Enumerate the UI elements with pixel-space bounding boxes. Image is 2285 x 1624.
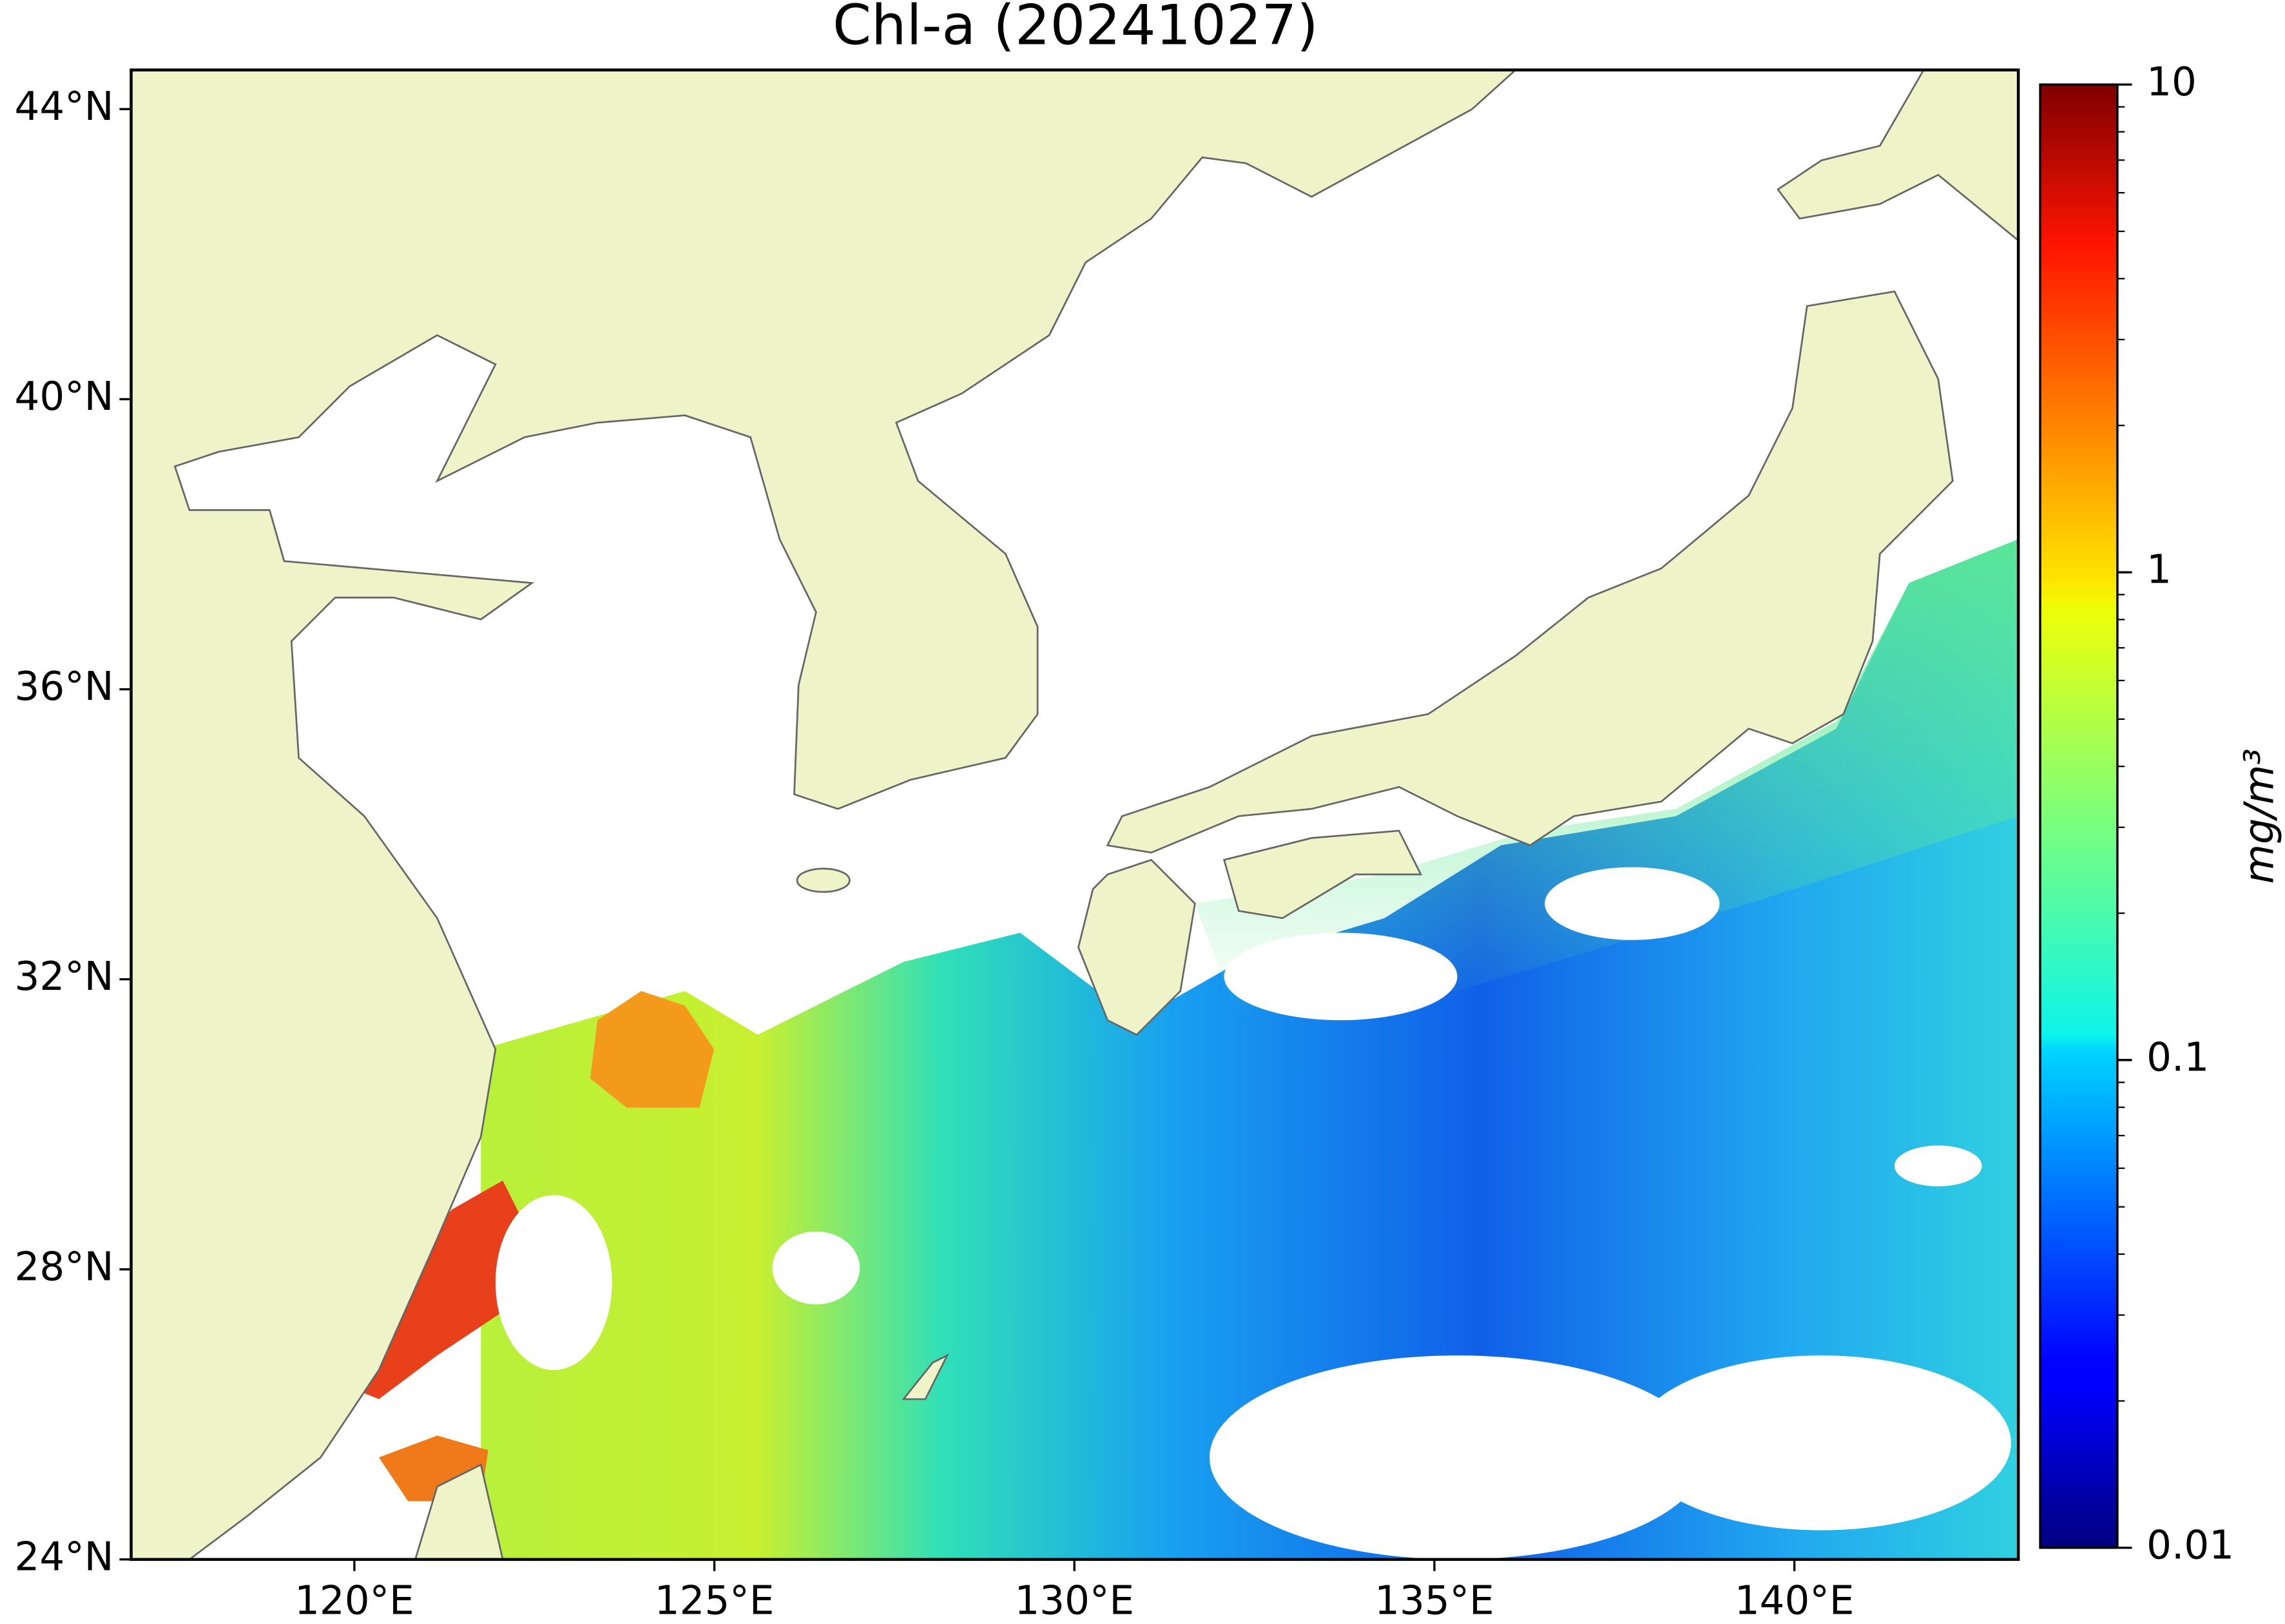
high-chl-patch — [590, 991, 715, 1108]
y-tick-label: 28°N — [15, 1244, 114, 1290]
map-area — [131, 70, 2019, 1560]
colorbar-label: mg/m³ — [2235, 748, 2282, 884]
x-tick-label: 130°E — [1014, 1578, 1134, 1623]
chlorophyll-field — [1195, 539, 2019, 1021]
jeju — [796, 867, 851, 893]
colorbar-tick-label: 0.01 — [2146, 1522, 2234, 1568]
y-tick-label: 40°N — [15, 374, 114, 420]
chlorophyll-field — [481, 539, 2019, 1560]
x-tick-label: 140°E — [1735, 1578, 1855, 1623]
kyushu — [1077, 858, 1196, 1036]
shikoku — [1222, 829, 1423, 920]
x-tick-label: 125°E — [655, 1578, 775, 1623]
colorbar — [2039, 83, 2119, 1549]
x-tick-label: 135°E — [1374, 1578, 1494, 1623]
okinawa — [901, 1353, 949, 1400]
taiwan — [414, 1463, 504, 1560]
clouds — [495, 867, 2011, 1560]
continent — [131, 70, 1517, 1560]
colorbar-tick-label: 0.1 — [2146, 1034, 2209, 1080]
y-tick-label: 44°N — [15, 84, 114, 130]
chart-title: Chl-a (20241027) — [833, 0, 1318, 58]
y-tick-label: 24°N — [15, 1534, 114, 1580]
y-tick-label: 36°N — [15, 664, 114, 710]
hokkaido — [1777, 70, 2019, 242]
y-tick-label: 32°N — [15, 954, 114, 1000]
x-tick-label: 120°E — [294, 1578, 414, 1623]
colorbar-tick-label: 10 — [2146, 59, 2197, 105]
colorbar-tick-label: 1 — [2146, 547, 2172, 593]
honshu — [1106, 290, 1954, 854]
